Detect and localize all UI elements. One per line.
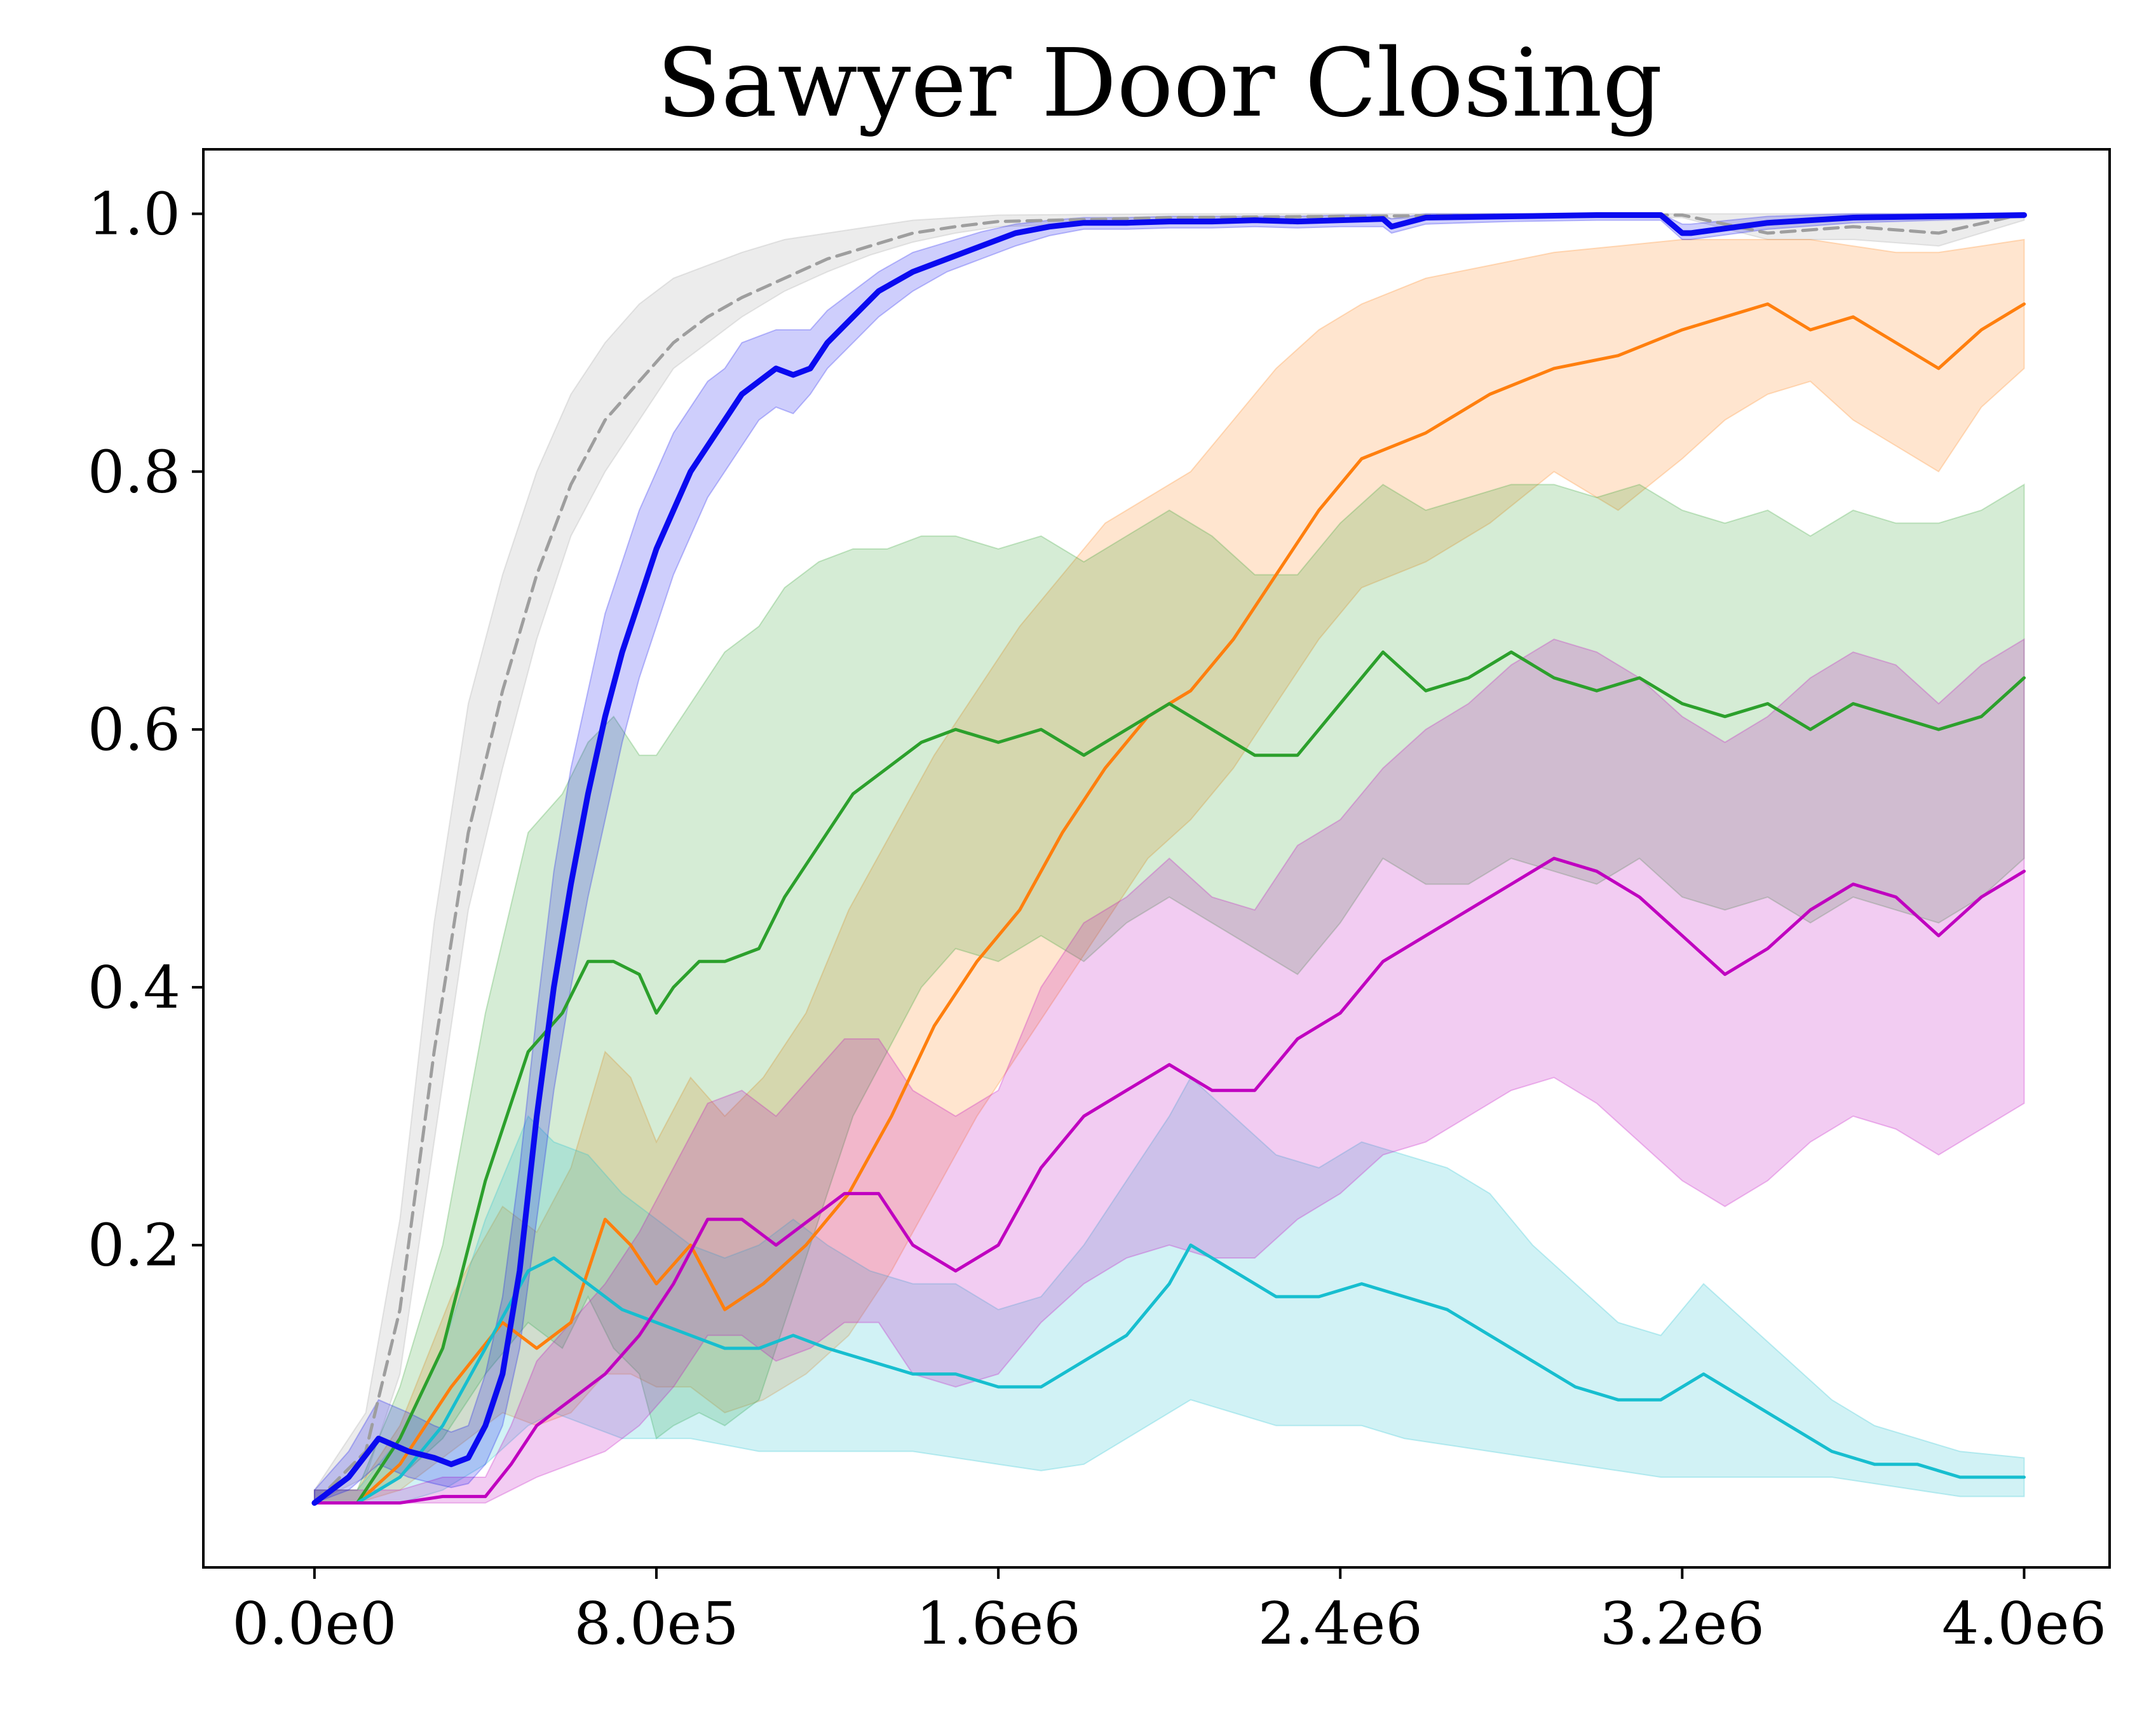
- series-3-band: [313, 483, 2025, 1504]
- y-tick-label: 0.6: [88, 696, 180, 764]
- x-tick-label: 4.0e6: [1942, 1590, 2106, 1658]
- series-3-line: [313, 650, 2026, 1505]
- x-tick-label: 1.6e6: [916, 1590, 1080, 1658]
- y-tick-label: 1.0: [88, 180, 180, 248]
- series-5-band: [313, 638, 2025, 1504]
- y-tick-label: 0.8: [88, 438, 180, 506]
- plot-background: [203, 149, 2110, 1567]
- y-axis: 0.2 0.4 0.6 0.8 1.0: [88, 180, 203, 1280]
- series-lines: [311, 212, 2027, 1506]
- series-6-line: [311, 212, 2027, 1506]
- series-2-band: [313, 238, 2025, 1504]
- y-tick-label: 0.2: [88, 1212, 180, 1280]
- plot-frame: [202, 148, 2111, 1569]
- y-tick-label: 0.4: [88, 954, 180, 1022]
- series-1-band: [313, 213, 2025, 1505]
- series-4-band: [313, 1076, 2025, 1504]
- x-axis: 0.0e0 8.0e5 1.6e6 2.4e6 3.2e6 4.0e6: [232, 1567, 2106, 1658]
- x-tick-label: 8.0e5: [574, 1590, 738, 1658]
- chart-title: Sawyer Door Closing: [657, 29, 1663, 138]
- x-tick-label: 3.2e6: [1600, 1590, 1765, 1658]
- x-tick-label: 0.0e0: [232, 1590, 397, 1658]
- confidence-bands: [313, 213, 2025, 1505]
- series-2-line: [313, 302, 2026, 1505]
- series-4-line: [313, 1243, 2026, 1505]
- series-5-line: [313, 856, 2026, 1505]
- x-tick-label: 2.4e6: [1258, 1590, 1423, 1658]
